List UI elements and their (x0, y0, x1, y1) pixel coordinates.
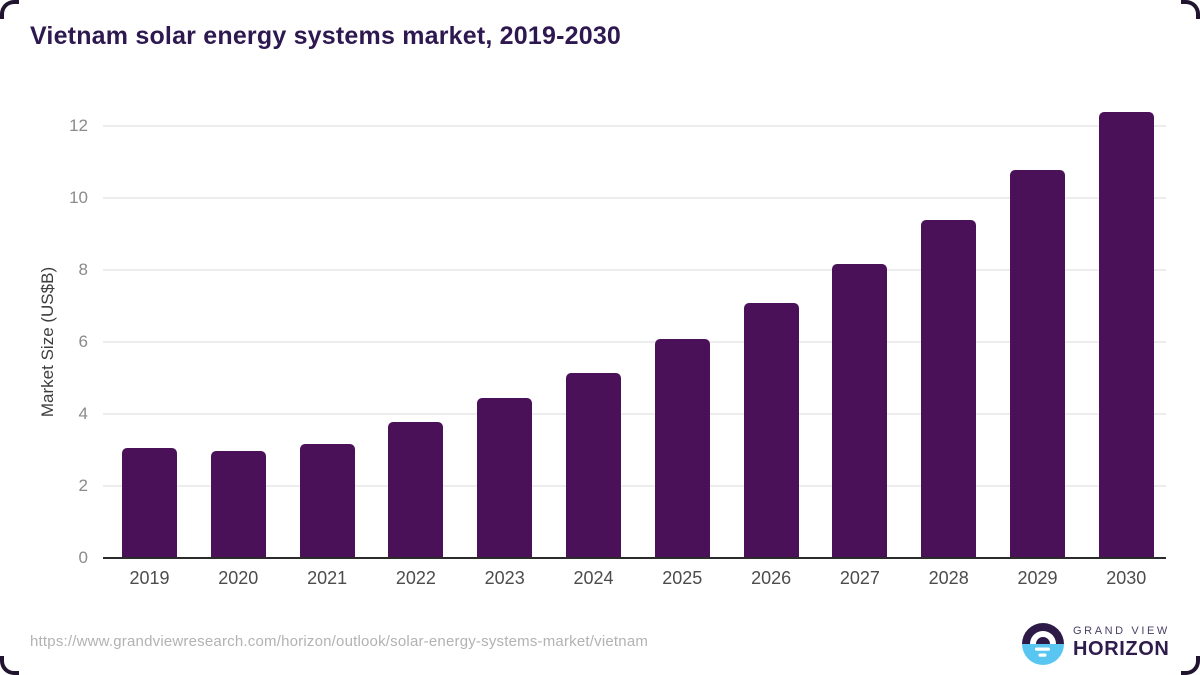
logo-grand-view-label: GRAND VIEW (1073, 625, 1170, 637)
source-url: https://www.grandviewresearch.com/horizo… (30, 633, 649, 650)
x-axis-tick-label: 2021 (307, 568, 348, 588)
card-corner-border (1181, 656, 1200, 675)
bar-2023 (477, 398, 533, 558)
bar-2020 (210, 451, 266, 558)
x-axis-tick-label: 2024 (573, 568, 614, 588)
gridline-y2 (103, 485, 1166, 487)
x-axis-tick-label: 2020 (218, 568, 259, 588)
x-axis-tick-label: 2022 (395, 568, 436, 588)
bar-2028 (921, 219, 977, 558)
y-axis-tick-label: 6 (78, 332, 88, 351)
x-axis-tick-label: 2028 (928, 568, 969, 588)
x-axis-line (103, 557, 1166, 559)
gridline-y6 (103, 341, 1166, 343)
bar-2025 (654, 339, 710, 558)
bar-2027 (832, 263, 888, 558)
bar-2026 (743, 303, 799, 558)
y-axis-tick-label: 8 (78, 260, 88, 279)
y-axis-tick-label: 10 (69, 188, 88, 207)
y-axis-tick-label: 12 (69, 116, 88, 135)
x-axis-tick-label: 2026 (751, 568, 792, 588)
gridline-y4 (103, 413, 1166, 415)
bar-2019 (122, 447, 177, 558)
y-axis-tick-label: 2 (78, 476, 88, 495)
bar-2030 (1098, 112, 1154, 558)
gridline-y10 (103, 197, 1166, 199)
bar-2024 (566, 372, 621, 558)
bar-2021 (299, 444, 355, 558)
y-axis-tick-label: 0 (78, 548, 88, 567)
gridline-y8 (103, 269, 1166, 271)
logo-horizon-label: HORIZON (1073, 638, 1170, 660)
gridline-y12 (103, 125, 1166, 127)
bar-2029 (1010, 169, 1065, 558)
x-axis-tick-label: 2025 (662, 568, 703, 588)
x-axis-tick-label: 2030 (1106, 568, 1147, 588)
x-axis-tick-label: 2019 (129, 568, 170, 588)
card-corner-border (0, 0, 19, 19)
logo-text: GRAND VIEW HORIZON (1073, 625, 1170, 661)
horizon-sun-icon (1022, 623, 1064, 665)
card-corner-border (0, 656, 19, 675)
grand-view-horizon-logo: GRAND VIEW HORIZON (1021, 622, 1171, 666)
x-axis-tick-label: 2029 (1017, 568, 1058, 588)
y-axis-tick-label: 4 (78, 404, 88, 423)
bar-2022 (388, 422, 444, 558)
x-axis-tick-label: 2027 (839, 568, 880, 588)
x-axis-tick-label: 2023 (484, 568, 525, 588)
card-corner-border (1181, 0, 1200, 19)
chart-title: Vietnam solar energy systems market, 201… (30, 22, 622, 50)
